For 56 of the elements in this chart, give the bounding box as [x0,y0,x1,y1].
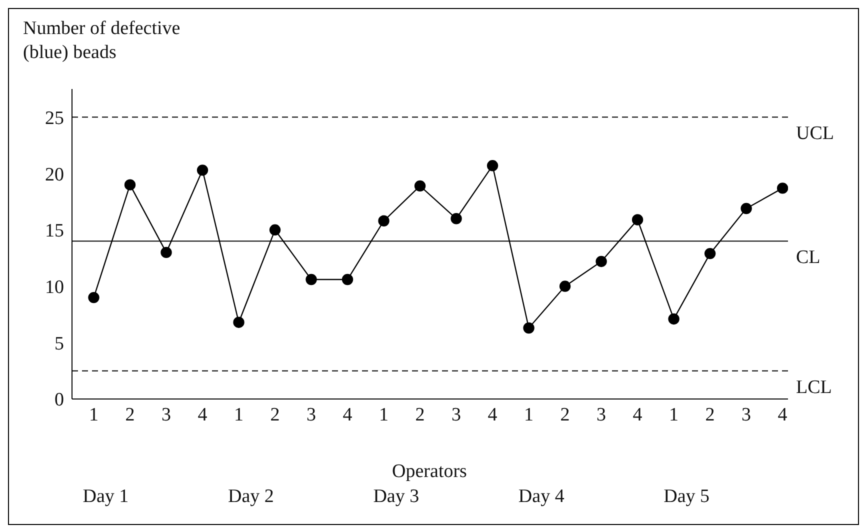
x-tick-label: 4 [488,404,498,426]
x-tick-label: 3 [452,404,462,426]
x-tick-label: 2 [560,404,570,426]
x-tick-label: 1 [234,404,244,426]
point [559,280,571,292]
x-tick-label: 1 [669,404,679,426]
x-tick-label: 3 [596,404,606,426]
point [414,180,426,192]
point [450,213,462,224]
x-axis-title: Operators [391,461,468,483]
text: Day 5 [664,486,710,508]
point [160,246,172,258]
point [378,215,390,226]
x-tick-label: 2 [415,404,425,426]
y-axis-title: Number of defective (blue) beads [23,17,182,65]
x-tick-label: 2 [705,404,715,426]
x-tick-label: 2 [270,404,280,426]
x-tick-label: 4 [198,404,208,426]
x-tick-label: 2 [125,404,135,426]
point [523,322,534,334]
ref-line-label: LCL [796,376,832,398]
point [486,160,498,172]
ref-line-label: UCL [796,123,834,144]
point [342,274,354,286]
point [196,164,208,176]
x-tick-label: 1 [89,404,98,426]
x-tick-label: 3 [306,404,316,426]
text: Day 4 [518,486,564,508]
y-tick-label: 15 [45,220,64,242]
y-tick-label: 5 [54,333,64,354]
x-tick-label: 1 [379,404,389,426]
x-tick-label: 4 [778,404,788,426]
text: Day 3 [373,486,420,508]
text: Day 2 [228,486,274,508]
point [632,214,644,226]
x-tick-label: 1 [524,404,534,426]
ref-line-label: CL [796,247,820,268]
point [306,274,317,286]
point [269,224,281,236]
x-tick-label: 4 [342,404,353,426]
y-tick-label: 25 [45,108,64,129]
y-tick-label: 10 [45,277,64,298]
point [596,256,607,268]
point [124,179,136,190]
x-tick-label: 3 [162,404,172,426]
point [233,316,244,328]
y-tick-label: 0 [54,390,64,411]
point [740,202,752,214]
point [704,248,716,260]
point [88,292,100,304]
text: Day 1 [82,486,129,508]
x-tick-label: 4 [632,404,643,426]
point [668,313,680,325]
point [776,182,788,194]
y-tick-label: 20 [45,164,64,186]
x-tick-label: 3 [742,404,752,426]
